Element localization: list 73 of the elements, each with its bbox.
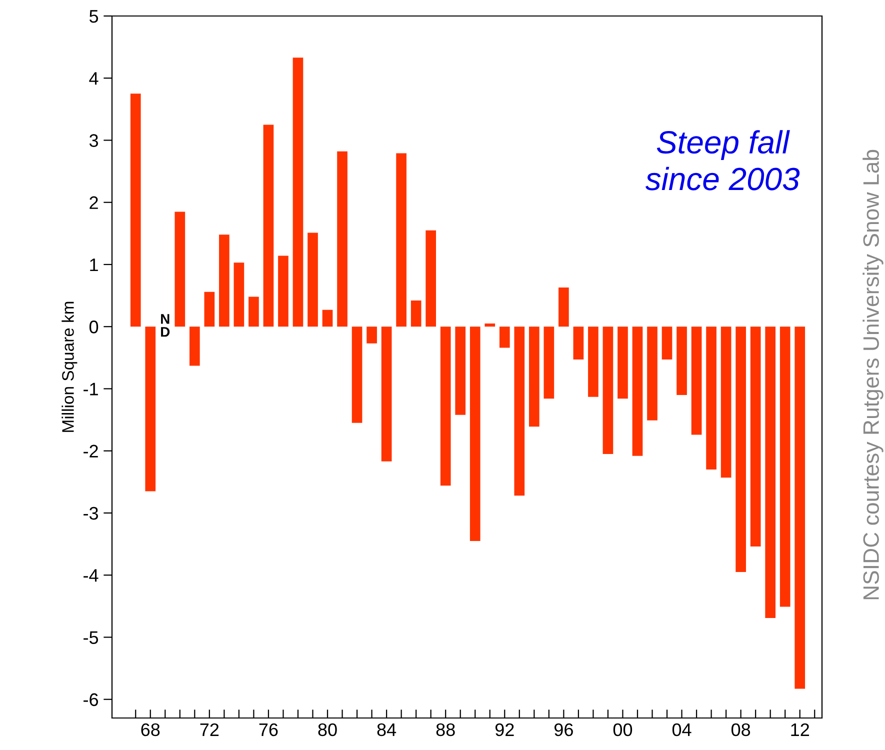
x-tick-label: 68: [141, 723, 160, 736]
annotation: ND: [161, 314, 170, 337]
x-tick-label: 08: [731, 723, 750, 736]
bar: [381, 326, 392, 462]
bar: [720, 326, 732, 478]
bar: [234, 262, 244, 327]
bar: [337, 151, 348, 327]
bar: [440, 326, 451, 486]
y-tick-label: -3: [84, 506, 98, 520]
bar: [588, 326, 598, 397]
bar: [174, 212, 186, 327]
x-tick-label: 00: [613, 723, 632, 736]
bar: [396, 153, 406, 327]
x-tick-label: 12: [791, 723, 809, 736]
bar: [484, 324, 496, 327]
y-tick-label: -5: [84, 631, 98, 644]
bar: [736, 326, 746, 572]
bar: [573, 326, 584, 360]
bar: [308, 232, 318, 327]
x-tick-label: 04: [672, 723, 692, 736]
bar: [794, 326, 806, 689]
x-tick-label: 88: [436, 723, 455, 736]
bar: [499, 326, 510, 348]
bar: [263, 124, 274, 327]
y-tick-label: -1: [84, 382, 98, 396]
x-tick-label: 80: [318, 723, 337, 736]
bar: [455, 326, 466, 415]
text: NSIDC courtesy Rutgers University Snow Lab: [862, 150, 884, 600]
bar: [278, 256, 288, 327]
bar: [691, 326, 702, 435]
bar: [647, 326, 658, 420]
bar: [544, 326, 554, 399]
bar: [750, 326, 761, 547]
bar: [410, 300, 422, 327]
y-tick-label: 4: [89, 72, 98, 85]
bar: [352, 326, 362, 423]
x-tick-label: 76: [259, 723, 278, 736]
bar: [618, 326, 628, 399]
bar: [248, 296, 259, 327]
y-tick-label: 2: [90, 196, 98, 209]
y-tick-label: 3: [89, 134, 98, 147]
bar: [558, 287, 569, 327]
x-tick-label: 72: [200, 723, 219, 736]
bar: [219, 234, 230, 327]
y-tick-label: -6: [84, 693, 98, 706]
annotation: Steep fall since 2003: [645, 130, 800, 190]
bar: [602, 326, 614, 454]
bar: [632, 326, 643, 456]
x-tick-label: 96: [554, 723, 573, 736]
bar: [366, 326, 377, 344]
y-tick-label: -2: [84, 444, 98, 458]
y-axis-title: Million Square km: [62, 302, 78, 432]
y-tick-label: -4: [84, 569, 98, 582]
bar: [145, 326, 156, 492]
bar: [426, 230, 436, 327]
x-tick-label: 92: [495, 723, 514, 736]
bar: [470, 326, 480, 541]
bar: [514, 326, 525, 496]
bar: [528, 326, 540, 427]
y-tick-label: 5: [89, 10, 98, 23]
bar: [676, 326, 687, 395]
bar: [662, 326, 672, 360]
bar: [765, 326, 776, 618]
x-tick-label: 84: [377, 723, 396, 736]
y-tick-label: 1: [90, 258, 98, 272]
bar: [292, 58, 304, 327]
bar: [189, 326, 200, 366]
bar: [204, 292, 215, 327]
bar: [706, 326, 716, 470]
y-tick-label: 0: [89, 320, 98, 334]
bar: [130, 94, 141, 327]
bar: [780, 326, 790, 607]
bar: [322, 310, 333, 327]
